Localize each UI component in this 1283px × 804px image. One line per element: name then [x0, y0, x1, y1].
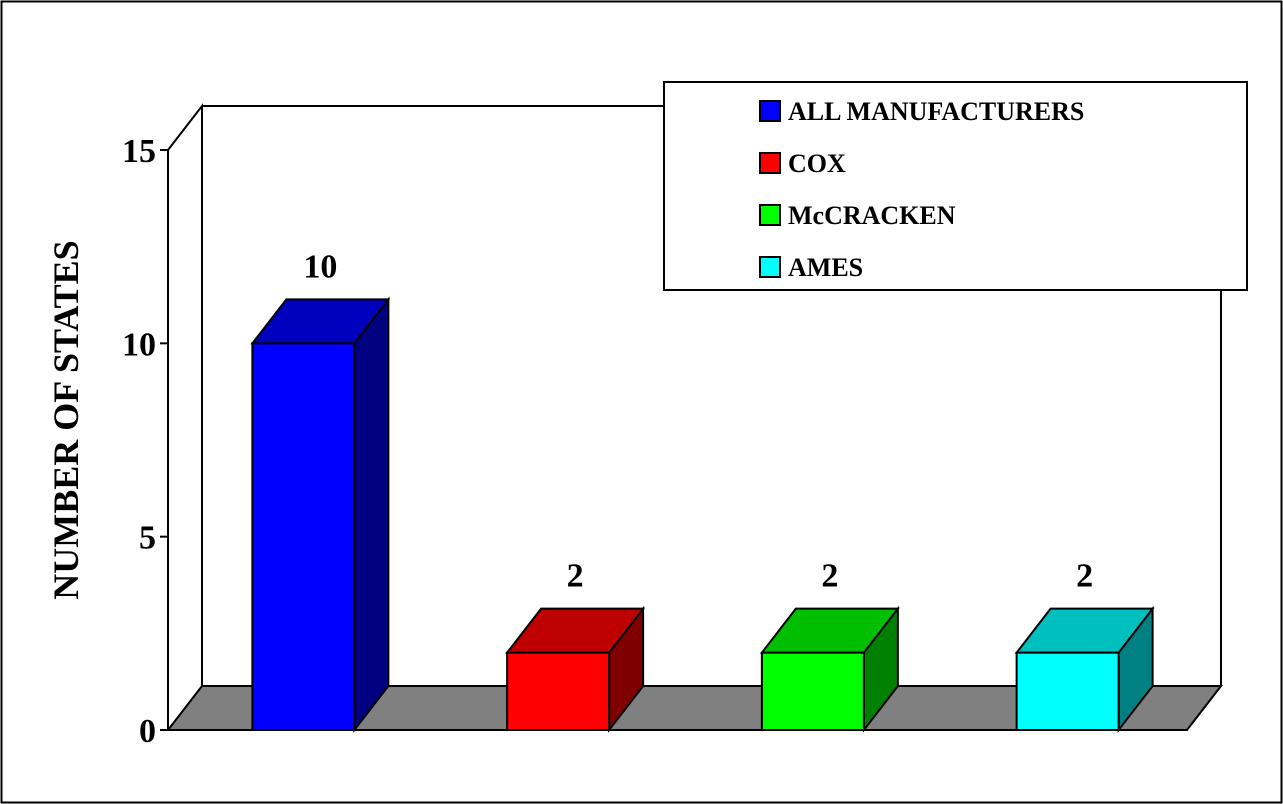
data-label: 2	[1076, 558, 1093, 595]
data-labels: 10 2 2 2	[303, 248, 1093, 594]
left-wall	[167, 103, 203, 730]
bar-side	[353, 296, 390, 733]
data-label: 10	[303, 248, 337, 285]
data-label: 2	[821, 558, 838, 595]
legend-swatch	[759, 100, 781, 122]
bar-2	[505, 605, 646, 733]
bar-front	[1015, 651, 1120, 732]
y-axis-label: NUMBER OF STATES	[46, 240, 86, 599]
bar-front	[251, 342, 356, 731]
bar-4	[1014, 605, 1155, 733]
y-tick-label: 10	[122, 326, 156, 363]
y-tick-label: 0	[139, 713, 156, 750]
axes: 0 5 10 15	[122, 103, 1224, 750]
legend-label: McCRACKEN	[788, 201, 956, 230]
legend-label: ALL MANUFACTURERS	[788, 97, 1084, 126]
y-tick-label: 15	[122, 133, 156, 170]
legend-swatch	[759, 256, 781, 278]
bar-3	[759, 605, 900, 733]
bar-front	[506, 651, 611, 732]
legend-label: COX	[788, 149, 846, 178]
legend-swatch	[759, 204, 781, 226]
bar-1	[250, 296, 391, 733]
legend-label: AMES	[788, 253, 863, 282]
y-tick-label: 5	[139, 520, 156, 557]
bar-front	[760, 651, 865, 732]
bars	[250, 296, 1155, 733]
data-label: 2	[567, 558, 584, 595]
legend-swatch	[759, 152, 781, 174]
legend: ALL MANUFACTURERS COX McCRACKEN AMES	[663, 81, 1248, 291]
